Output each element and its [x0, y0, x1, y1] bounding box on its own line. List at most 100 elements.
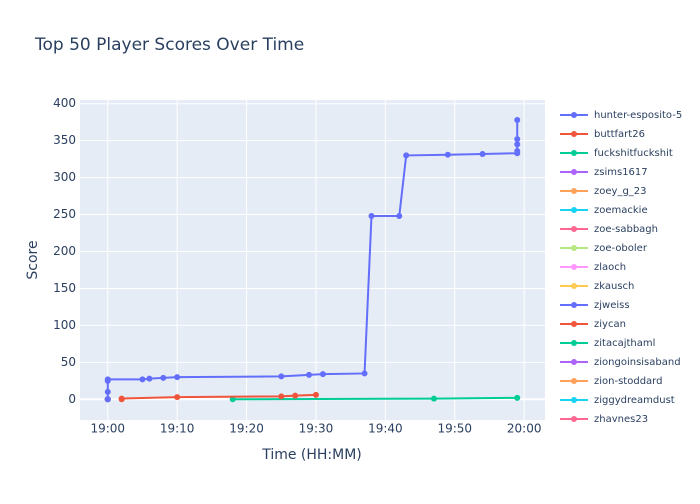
grid — [80, 100, 545, 420]
data-point — [174, 394, 181, 401]
y-tick-label: 200 — [53, 244, 76, 258]
data-point — [104, 376, 111, 383]
legend-item[interactable]: zsims1617 — [560, 167, 648, 178]
data-point — [514, 136, 521, 143]
data-point — [104, 396, 111, 403]
legend-marker — [571, 359, 577, 365]
data-point — [403, 152, 410, 159]
data-point — [319, 371, 326, 378]
y-tick-label: 300 — [53, 170, 76, 184]
x-tick-label: 19:20 — [229, 422, 264, 436]
legend-item[interactable]: zoe-oboler — [560, 243, 648, 254]
data-point — [514, 116, 521, 123]
legend-label: ziongoinsisaband — [594, 357, 681, 368]
y-tick-label: 50 — [61, 355, 76, 369]
y-tick-label: 250 — [53, 207, 76, 221]
legend-item[interactable]: buttfart26 — [560, 129, 645, 140]
y-tick-label: 100 — [53, 318, 76, 332]
legend-item[interactable]: zoemackie — [560, 205, 648, 216]
legend-label: buttfart26 — [594, 129, 645, 140]
legend-marker — [571, 226, 577, 232]
legend-marker — [571, 378, 577, 384]
y-axis-title: Score — [25, 240, 41, 279]
data-point — [312, 391, 319, 398]
legend-marker — [571, 169, 577, 175]
data-point — [229, 396, 236, 403]
x-tick-label: 19:30 — [299, 422, 334, 436]
legend-marker — [571, 340, 577, 346]
data-point — [278, 373, 285, 380]
legend-marker — [571, 302, 577, 308]
legend-marker — [571, 150, 577, 156]
data-point — [139, 376, 146, 383]
legend-label: ziycan — [594, 319, 626, 330]
legend-label: hunter-esposito-5 — [594, 110, 682, 121]
legend-label: zhaynes23 — [594, 414, 648, 425]
legend-item[interactable]: zkausch — [560, 281, 634, 292]
legend-marker — [571, 245, 577, 251]
legend-label: zion-stoddard — [594, 376, 662, 387]
plot — [104, 116, 521, 403]
legend: hunter-esposito-5 buttfart26 fuckshitfucks… — [560, 110, 682, 425]
legend-item[interactable]: ziggydreamdust — [560, 395, 675, 406]
data-point — [292, 392, 299, 399]
data-point — [514, 394, 521, 401]
legend-marker — [571, 188, 577, 194]
data-point — [368, 213, 375, 220]
y-tick-label: 150 — [53, 281, 76, 295]
data-point — [118, 395, 125, 402]
x-tick-label: 19:40 — [368, 422, 403, 436]
legend-item[interactable]: zitacajthaml — [560, 338, 655, 349]
legend-label: zkausch — [594, 281, 634, 292]
legend-item[interactable]: zjweiss — [560, 300, 630, 311]
legend-marker — [571, 321, 577, 327]
data-point — [146, 375, 153, 382]
data-point — [514, 141, 521, 148]
legend-item[interactable]: ziycan — [560, 319, 626, 330]
data-point — [278, 393, 285, 400]
y-tick-label: 0 — [68, 392, 76, 406]
legend-marker — [571, 264, 577, 270]
data-point — [361, 370, 368, 377]
legend-label: zoemackie — [594, 205, 648, 216]
legend-marker — [571, 131, 577, 137]
data-point — [104, 388, 111, 395]
legend-label: zsims1617 — [594, 167, 648, 178]
data-point — [174, 374, 181, 381]
legend-label: zoe-oboler — [594, 243, 648, 254]
x-tick-label: 20:00 — [507, 422, 542, 436]
legend-label: fuckshitfuckshit — [594, 148, 673, 159]
legend-item[interactable]: ziongoinsisaband — [560, 357, 681, 368]
legend-label: zitacajthaml — [594, 338, 655, 349]
legend-label: zlaoch — [594, 262, 626, 273]
legend-item[interactable]: hunter-esposito-5 — [560, 110, 682, 121]
x-tick-label: 19:00 — [90, 422, 125, 436]
chart-title: Top 50 Player Scores Over Time — [34, 35, 304, 55]
legend-marker — [571, 112, 577, 118]
legend-item[interactable]: fuckshitfuckshit — [560, 148, 673, 159]
x-axis-title: Time (HH:MM) — [261, 447, 362, 463]
data-point — [430, 395, 437, 402]
data-point — [306, 371, 313, 378]
data-point — [514, 147, 521, 154]
legend-item[interactable]: zoe-sabbagh — [560, 224, 658, 235]
legend-label: ziggydreamdust — [594, 395, 675, 406]
legend-item[interactable]: zlaoch — [560, 262, 626, 273]
data-point — [479, 150, 486, 157]
x-tick-label: 19:50 — [437, 422, 472, 436]
legend-item[interactable]: zoey_g_23 — [560, 186, 647, 197]
plot-area — [80, 100, 545, 420]
legend-marker — [571, 416, 577, 422]
legend-marker — [571, 283, 577, 289]
legend-label: zoe-sabbagh — [594, 224, 658, 235]
x-tick-label: 19:10 — [160, 422, 195, 436]
data-point — [396, 213, 403, 220]
legend-item[interactable]: zion-stoddard — [560, 376, 662, 387]
y-tick-label: 350 — [53, 133, 76, 147]
legend-label: zoey_g_23 — [594, 186, 647, 197]
y-tick-label: 400 — [53, 96, 76, 110]
legend-marker — [571, 397, 577, 403]
legend-item[interactable]: zhaynes23 — [560, 414, 648, 425]
legend-label: zjweiss — [594, 300, 630, 311]
data-point — [160, 374, 167, 381]
